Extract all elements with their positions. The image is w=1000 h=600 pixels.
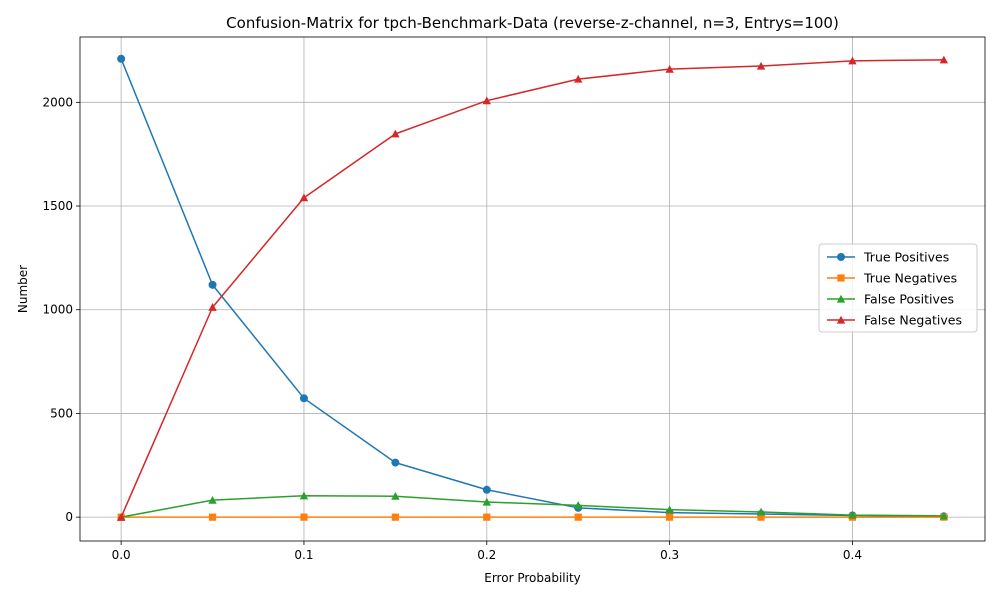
false-negatives-point <box>299 193 309 202</box>
x-tick-label: 0.3 <box>660 548 679 562</box>
legend-marker <box>836 294 846 303</box>
false-positives-point <box>756 507 766 516</box>
false-negatives-point <box>482 96 491 105</box>
y-tick-label: 500 <box>50 406 73 420</box>
legend-box <box>818 243 978 333</box>
x-tick-label: 0.1 <box>294 548 313 562</box>
true-positives-point <box>391 458 400 467</box>
false-positives-point <box>848 510 857 519</box>
false-negatives-point <box>756 61 766 70</box>
y-tick-label: 1000 <box>42 303 73 317</box>
series-false-negatives <box>116 55 949 521</box>
legend-entry-true-negatives: True Negatives <box>827 271 957 286</box>
y-tick-label: 0 <box>65 510 73 524</box>
x-tick-label: 0.4 <box>843 548 862 562</box>
x-tick-label: 0.0 <box>112 548 131 562</box>
false-negatives-point <box>391 129 400 138</box>
false-positives-point <box>939 511 949 520</box>
false-positives-point <box>208 495 217 504</box>
plot-frame <box>79 36 986 542</box>
y-axis-label: Number <box>16 265 30 313</box>
legend: True Positives True Negatives False Positi… <box>818 243 978 333</box>
false-negatives-point <box>574 74 583 83</box>
false-negatives-point <box>116 512 126 521</box>
true-negatives-point <box>574 513 582 521</box>
true-negatives-point <box>208 513 217 521</box>
true-positives-point <box>208 280 217 289</box>
axis-ticks: 0.0 0.1 0.2 0.3 0.4 0 500 1000 1500 2000 <box>42 95 862 562</box>
legend-entry-true-positives: True Positives <box>827 250 949 265</box>
legend-marker <box>837 253 845 261</box>
x-axis-label: Error Probability <box>484 571 581 585</box>
legend-label: False Positives <box>864 292 954 307</box>
x-tick-label: 0.2 <box>477 548 496 562</box>
chart-title: Confusion-Matrix for tpch-Benchmark-Data… <box>226 14 839 32</box>
true-negatives-point <box>483 513 491 521</box>
false-positives-point <box>299 491 309 500</box>
true-negatives-point <box>391 513 399 521</box>
y-tick-label: 1500 <box>42 199 73 213</box>
false-negatives-point <box>939 55 949 64</box>
legend-label: True Positives <box>863 250 949 265</box>
true-positives-point <box>299 394 308 403</box>
legend-label: True Negatives <box>863 271 957 286</box>
false-positives-point <box>665 505 674 514</box>
true-negatives-point <box>757 513 765 521</box>
series-layer <box>116 54 949 521</box>
false-negatives-line <box>120 59 944 518</box>
false-positives-point <box>482 497 491 506</box>
legend-marker <box>836 315 846 324</box>
true-positives-point <box>482 485 491 494</box>
series-false-positives <box>116 491 949 521</box>
y-tick-label: 2000 <box>42 95 73 109</box>
false-positives-point <box>574 501 583 509</box>
legend-marker <box>837 274 845 282</box>
true-positives-line <box>120 58 944 518</box>
false-negatives-point <box>848 56 857 65</box>
false-positives-line <box>120 495 944 518</box>
legend-entry-false-positives: False Positives <box>827 292 954 307</box>
true-negatives-point <box>666 513 674 521</box>
legend-entry-false-negatives: False Negatives <box>827 313 962 328</box>
false-positives-point <box>391 492 400 500</box>
legend-label: False Negatives <box>864 313 962 328</box>
true-positives-point <box>117 54 126 63</box>
false-negatives-point <box>665 64 674 73</box>
false-negatives-point <box>208 303 217 311</box>
true-negatives-point <box>300 513 308 521</box>
